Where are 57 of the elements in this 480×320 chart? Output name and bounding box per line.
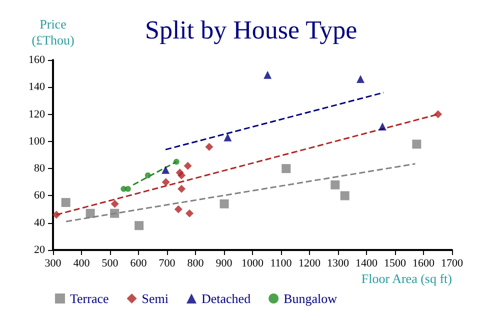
point	[124, 186, 131, 192]
x-tick-label: 1100	[270, 258, 292, 270]
point	[110, 200, 119, 208]
chart-title: Split by House Type	[145, 16, 358, 44]
y-tick-label: 40	[34, 216, 46, 229]
y-tick-label: 20	[34, 244, 46, 256]
x-tick-label: 400	[73, 258, 90, 270]
point	[412, 140, 422, 149]
y-tick-label: 100	[28, 135, 46, 148]
x-tick-label: 1500	[384, 258, 406, 270]
point	[52, 210, 60, 219]
point	[205, 142, 214, 151]
point	[86, 208, 95, 218]
point	[356, 75, 365, 83]
point	[162, 178, 170, 186]
point	[224, 133, 232, 142]
y-tick-label: 140	[28, 81, 46, 94]
point	[144, 172, 151, 178]
legend-label: Terrace	[70, 291, 109, 306]
point	[173, 158, 180, 165]
point	[220, 199, 229, 208]
legend-label: Detached	[201, 291, 252, 306]
point	[61, 198, 70, 207]
point	[162, 166, 170, 174]
y-tick-label: 120	[28, 108, 46, 120]
point	[110, 208, 120, 218]
legend-label: Bungalow	[284, 291, 338, 306]
y-tick-label: 160	[28, 54, 46, 66]
point	[184, 162, 192, 170]
x-tick-label: 1400	[356, 258, 378, 270]
x-tick-label: 1000	[242, 258, 264, 270]
y-tick-label: 80	[34, 162, 46, 175]
point	[178, 184, 186, 193]
point	[282, 164, 291, 174]
point	[434, 110, 442, 118]
point	[340, 191, 350, 200]
y-tick-label: 60	[34, 190, 46, 202]
point	[378, 122, 386, 130]
x-tick-label: 500	[102, 258, 119, 270]
x-tick-label: 300	[44, 258, 62, 270]
x-tick-label: 1300	[327, 258, 350, 270]
point	[264, 70, 272, 79]
point	[186, 209, 194, 218]
point	[174, 205, 182, 214]
x-axis-title: Floor Area (sq ft)	[361, 271, 452, 286]
legend-label: Semi	[142, 291, 169, 306]
x-tick-label: 1200	[298, 258, 321, 270]
point	[134, 221, 144, 230]
x-tick-label: 700	[158, 258, 176, 270]
point	[178, 171, 186, 180]
x-tick-label: 1600	[412, 258, 435, 270]
x-tick-label: 800	[187, 258, 204, 270]
x-tick-label: 1700	[441, 258, 464, 270]
point	[330, 180, 340, 190]
y-axis-title: Price (£Thou)	[32, 16, 74, 48]
x-tick-label: 900	[216, 258, 233, 270]
x-tick-label: 600	[130, 258, 148, 270]
